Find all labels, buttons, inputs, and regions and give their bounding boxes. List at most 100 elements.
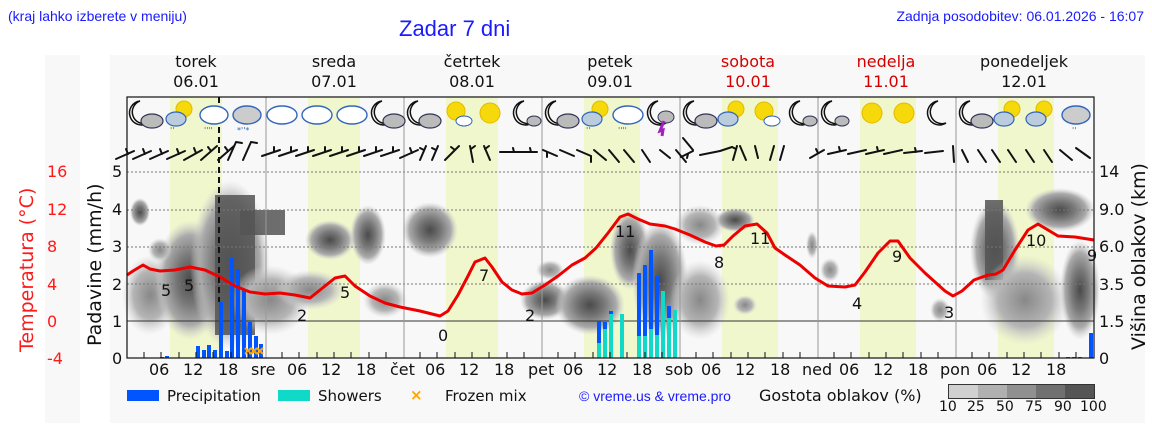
svg-text:9: 9	[1087, 246, 1097, 265]
cloud-height-tick: 6.0	[1099, 237, 1125, 256]
svg-text:11: 11	[750, 229, 770, 248]
density-tick: 75	[1025, 399, 1043, 415]
weather-icons-row: '' '''' *''* '' '''' ''	[128, 100, 1091, 137]
svg-text:8: 8	[714, 253, 724, 272]
x-tick: 12	[321, 360, 342, 379]
sun-cloud-icon	[1025, 100, 1053, 127]
legend-showers: Showers	[318, 387, 382, 405]
temp-tick: 0	[47, 312, 58, 331]
temp-tick: 4	[47, 275, 58, 294]
x-tick-marks	[143, 352, 1077, 358]
sun-icon	[861, 102, 883, 124]
svg-text:'''': ''''	[618, 126, 627, 135]
day-name: sreda	[311, 52, 357, 71]
sun-cloud-drizzle-icon: ''	[165, 100, 193, 135]
day-header-1: sreda 07.01	[265, 52, 403, 92]
temperature-labels: 5 5 2 5 0 7 2 11 8 11 4 9 3 10 9	[161, 222, 1097, 345]
moon-cloud-icon	[820, 100, 850, 127]
x-tick: 12	[1011, 360, 1032, 379]
legend-precipitation: Precipitation	[167, 387, 261, 405]
sun-cloud-icon	[993, 100, 1021, 127]
x-tick: 18	[770, 360, 791, 379]
day-date: 06.01	[173, 72, 219, 91]
svg-text:5: 5	[340, 283, 350, 302]
day-name: ponedeljek	[980, 52, 1068, 71]
x-tick: 06	[563, 360, 584, 379]
day-date: 10.01	[725, 72, 771, 91]
svg-text:'': ''	[586, 126, 590, 135]
sun-icon	[893, 102, 915, 124]
moon-cloud-icon	[370, 100, 406, 129]
svg-text:'': ''	[170, 126, 174, 135]
svg-text:'': ''	[1072, 126, 1076, 135]
day-header-6: ponedeljek 12.01	[955, 52, 1093, 92]
x-tick: sob	[665, 360, 694, 379]
svg-text:5: 5	[184, 276, 194, 295]
x-tick: 18	[908, 360, 929, 379]
day-separators	[265, 97, 957, 358]
sun-icon	[479, 102, 501, 124]
x-tick: čet	[390, 360, 415, 379]
moon-cloud-icon	[788, 100, 818, 127]
cloud-icon	[336, 105, 368, 125]
plot-frame	[126, 96, 1095, 359]
cloud-icon	[301, 105, 333, 125]
svg-text:4: 4	[852, 294, 862, 313]
cloud-rain-icon: ''''	[612, 105, 644, 135]
temp-tick: 16	[47, 162, 68, 181]
svg-text:0: 0	[438, 326, 448, 345]
day-name: nedelja	[856, 52, 916, 71]
x-tick: 06	[149, 360, 170, 379]
cloud-height-tick: 14	[1099, 162, 1120, 181]
sun-small-cloud-icon	[446, 101, 473, 127]
x-tick: 12	[183, 360, 204, 379]
cloud-height-tick: 9.0	[1099, 200, 1125, 219]
x-tick: 12	[597, 360, 618, 379]
x-tick: 06	[977, 360, 998, 379]
svg-text:2: 2	[297, 306, 307, 325]
day-header-2: četrtek 08.01	[403, 52, 541, 92]
x-tick: 06	[287, 360, 308, 379]
sun-cloud-drizzle-icon: ''	[581, 100, 609, 135]
precip-tick: 0	[112, 349, 123, 368]
cloud-snow-rain-icon: *''*	[232, 105, 262, 135]
cloud-height-tick: 1.5	[1099, 312, 1125, 331]
page-title: Zadar 7 dni	[399, 16, 511, 41]
x-tick: 12	[735, 360, 756, 379]
location-menu-note: (kraj lahko izberete v meniju)	[8, 8, 187, 24]
temperature-line	[126, 212, 1095, 318]
cloud-icon	[266, 105, 298, 125]
cloud-rain-icon: ''''	[199, 105, 229, 135]
x-tick: 18	[356, 360, 377, 379]
day-header-0: torek 06.01	[127, 52, 265, 92]
day-date: 09.01	[587, 72, 633, 91]
day-name: torek	[175, 52, 217, 71]
density-tick: 90	[1054, 399, 1072, 415]
day-date: 11.01	[863, 72, 909, 91]
svg-text:*''*: *''*	[237, 126, 249, 135]
precip-tick: 5	[112, 162, 123, 181]
svg-text:9: 9	[892, 247, 902, 266]
legend-frozen-mix: Frozen mix	[445, 387, 527, 405]
moon-cloud-icon	[682, 100, 718, 129]
x-tick: ned	[802, 360, 833, 379]
moon-cloud-icon	[958, 100, 994, 129]
moon-cloud-icon	[544, 100, 580, 129]
day-date: 08.01	[449, 72, 495, 91]
day-headers: torek 06.01 sreda 07.01 četrtek 08.01 petek…	[127, 52, 1094, 92]
cloud-density-layer	[122, 180, 1100, 350]
copyright-link[interactable]: © vreme.us & vreme.pro	[579, 388, 731, 404]
day-name: petek	[587, 52, 633, 71]
cloud-density-title: Gostota oblakov (%)	[759, 386, 922, 405]
cloud-height-tick: 0	[1099, 349, 1110, 368]
precip-tick: 1	[112, 312, 123, 331]
moon-cloud-icon	[128, 100, 164, 129]
x-tick: 18	[1046, 360, 1067, 379]
precip-tick: 4	[112, 200, 123, 219]
x-tick: pon	[940, 360, 971, 379]
x-tick: 12	[459, 360, 480, 379]
precip-tick: 3	[112, 237, 123, 256]
svg-text:7: 7	[479, 266, 489, 285]
temp-tick: 8	[47, 237, 58, 256]
